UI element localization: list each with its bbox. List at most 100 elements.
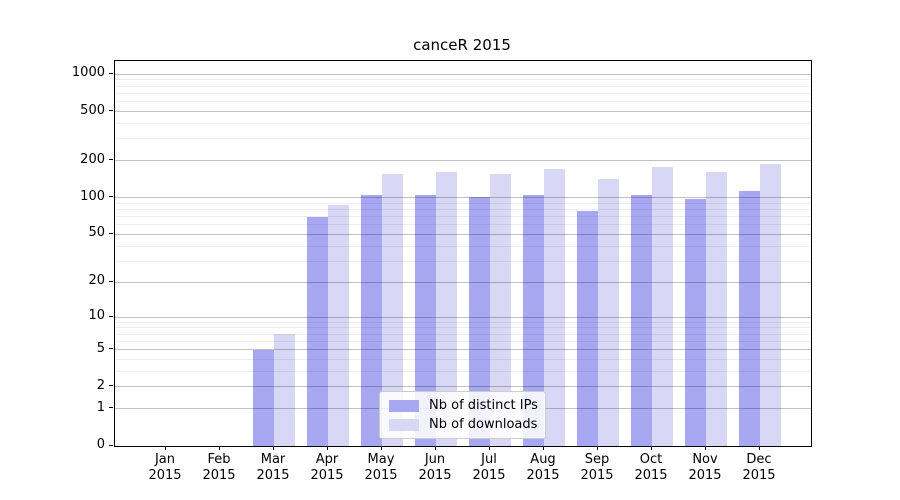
gridline-major xyxy=(115,73,811,75)
x-tick-mark xyxy=(434,446,436,450)
gridline-minor xyxy=(115,245,811,247)
y-tick-label: 500 xyxy=(80,102,105,118)
chart-title: canceR 2015 xyxy=(413,36,511,54)
bar-distinct-ips-apr xyxy=(307,217,328,446)
gridline-major xyxy=(115,349,811,351)
x-tick-month: May xyxy=(367,452,395,467)
y-tick-mark xyxy=(109,232,113,234)
x-tick-mark xyxy=(326,446,328,450)
x-tick-mark xyxy=(380,446,382,450)
x-tick-mark xyxy=(542,446,544,450)
gridline-minor xyxy=(115,224,811,226)
bar-distinct-ips-mar xyxy=(253,349,274,446)
x-tick-year: 2015 xyxy=(148,468,182,483)
gridline-major xyxy=(115,111,811,112)
legend-item-downloads: Nb of downloads xyxy=(389,417,538,432)
bar-distinct-ips-jun xyxy=(415,194,436,446)
gridline-major xyxy=(115,160,811,162)
legend: Nb of distinct IPs Nb of downloads xyxy=(379,391,546,439)
x-tick-label-mar: Mar 2015 xyxy=(243,452,303,484)
y-tick-mark xyxy=(109,159,113,161)
x-tick-month: Apr xyxy=(315,452,339,467)
x-tick-label-nov: Nov 2015 xyxy=(675,452,735,484)
gridline-major xyxy=(115,233,811,235)
x-tick-year: 2015 xyxy=(310,468,344,483)
legend-label: Nb of downloads xyxy=(429,417,538,432)
bar-downloads-aug xyxy=(544,168,565,446)
x-tick-month: Oct xyxy=(639,452,663,467)
x-tick-mark xyxy=(218,446,220,450)
y-tick-label: 1 xyxy=(96,399,105,415)
plot-area: Nb of distinct IPs Nb of downloads xyxy=(114,60,812,447)
x-tick-label-oct: Oct 2015 xyxy=(621,452,681,484)
x-tick-year: 2015 xyxy=(688,468,722,483)
gridline-minor xyxy=(115,370,811,372)
x-tick-label-jun: Jun 2015 xyxy=(405,452,465,484)
bar-distinct-ips-sep xyxy=(577,210,598,446)
y-tick-mark xyxy=(109,385,113,387)
bar-distinct-ips-dec xyxy=(739,191,760,446)
x-tick-year: 2015 xyxy=(634,468,668,483)
x-tick-month: Mar xyxy=(260,452,286,467)
y-tick-label: 1000 xyxy=(71,65,105,81)
y-tick-label: 100 xyxy=(80,188,105,204)
y-tick-label: 2 xyxy=(96,377,105,393)
y-tick-label: 5 xyxy=(96,340,105,356)
y-tick-label: 20 xyxy=(88,273,105,289)
gridline-minor xyxy=(115,340,811,342)
bar-downloads-dec xyxy=(760,164,781,446)
y-tick-mark xyxy=(109,407,113,409)
y-tick-mark xyxy=(109,444,113,446)
x-tick-label-feb: Feb 2015 xyxy=(189,452,249,484)
y-tick-label: 200 xyxy=(80,151,105,167)
x-tick-month: Jun xyxy=(424,452,446,467)
y-tick-mark xyxy=(109,72,113,74)
bar-distinct-ips-may xyxy=(361,194,382,446)
bar-downloads-jul xyxy=(490,173,511,446)
legend-swatch-icon xyxy=(389,399,419,412)
bar-downloads-mar xyxy=(274,334,295,446)
x-tick-month: Jan xyxy=(154,452,176,467)
x-tick-mark xyxy=(650,446,652,450)
x-tick-mark xyxy=(488,446,490,450)
gridline-minor xyxy=(115,123,811,124)
gridline-major xyxy=(115,386,811,388)
x-tick-month: Jul xyxy=(481,452,497,467)
legend-swatch-icon xyxy=(389,418,419,431)
gridline-minor xyxy=(115,209,811,211)
x-tick-month: Aug xyxy=(530,452,556,467)
x-tick-label-sep: Sep 2015 xyxy=(567,452,627,484)
gridline-minor xyxy=(115,85,811,87)
x-tick-label-may: May 2015 xyxy=(351,452,411,484)
x-tick-year: 2015 xyxy=(742,468,776,483)
bar-downloads-sep xyxy=(598,179,619,446)
x-tick-mark xyxy=(758,446,760,450)
x-tick-mark xyxy=(164,446,166,450)
gridline-major xyxy=(115,281,811,283)
x-tick-mark xyxy=(596,446,598,450)
gridline-minor xyxy=(115,321,811,323)
bar-downloads-apr xyxy=(328,204,349,446)
y-tick-label: 0 xyxy=(96,437,105,452)
x-tick-label-jan: Jan 2015 xyxy=(135,452,195,484)
x-tick-month: Sep xyxy=(584,452,610,467)
gridline-minor xyxy=(115,202,811,204)
y-tick-mark xyxy=(109,280,113,282)
x-tick-year: 2015 xyxy=(580,468,614,483)
bar-distinct-ips-jul xyxy=(469,196,490,446)
gridline-minor xyxy=(115,333,811,335)
y-tick-label: 10 xyxy=(88,308,105,323)
gridline-minor xyxy=(115,216,811,218)
x-tick-label-aug: Aug 2015 xyxy=(513,452,573,484)
gridline-minor xyxy=(115,79,811,81)
x-tick-label-dec: Dec 2015 xyxy=(729,452,789,484)
y-tick-mark xyxy=(109,315,113,317)
y-tick-label: 50 xyxy=(88,225,105,241)
x-tick-mark xyxy=(704,446,706,450)
x-tick-year: 2015 xyxy=(256,468,290,483)
x-tick-month: Dec xyxy=(746,452,772,467)
x-tick-year: 2015 xyxy=(472,468,506,483)
gridline-minor xyxy=(115,138,811,140)
x-tick-year: 2015 xyxy=(526,468,560,483)
